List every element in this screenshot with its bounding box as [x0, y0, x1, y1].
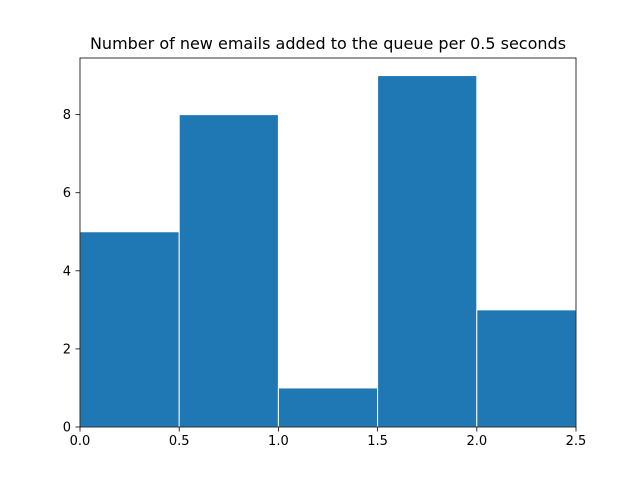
bars-layer: [79, 75, 577, 428]
plot-frame: [79, 57, 577, 428]
histogram-bar-0: [79, 231, 180, 428]
x-tick-label-5: 2.5: [566, 434, 587, 449]
x-tick-label-0: 0.0: [70, 434, 91, 449]
x-tick-label-2: 1.0: [268, 434, 289, 449]
histogram-bar-2: [277, 387, 379, 428]
chart-title: Number of new emails added to the queue …: [90, 34, 566, 53]
y-tick-label-3: 6: [63, 186, 71, 201]
x-tick-label-4: 2.0: [466, 434, 487, 449]
histogram-bar-1: [178, 114, 279, 428]
y-tick-label-0: 0: [63, 421, 71, 436]
y-tick-label-2: 4: [63, 264, 71, 279]
y-tick-label-4: 8: [63, 108, 71, 123]
histogram-bar-3: [377, 75, 478, 428]
x-tick-label-1: 0.5: [169, 434, 190, 449]
axes-layer: 0.0 0.5 1.0 1.5 2.0 2.5 0 2 4 6 8: [63, 57, 587, 449]
y-tick-label-1: 2: [63, 342, 71, 357]
x-tick-label-3: 1.5: [367, 434, 388, 449]
histogram-bar-4: [476, 309, 577, 428]
